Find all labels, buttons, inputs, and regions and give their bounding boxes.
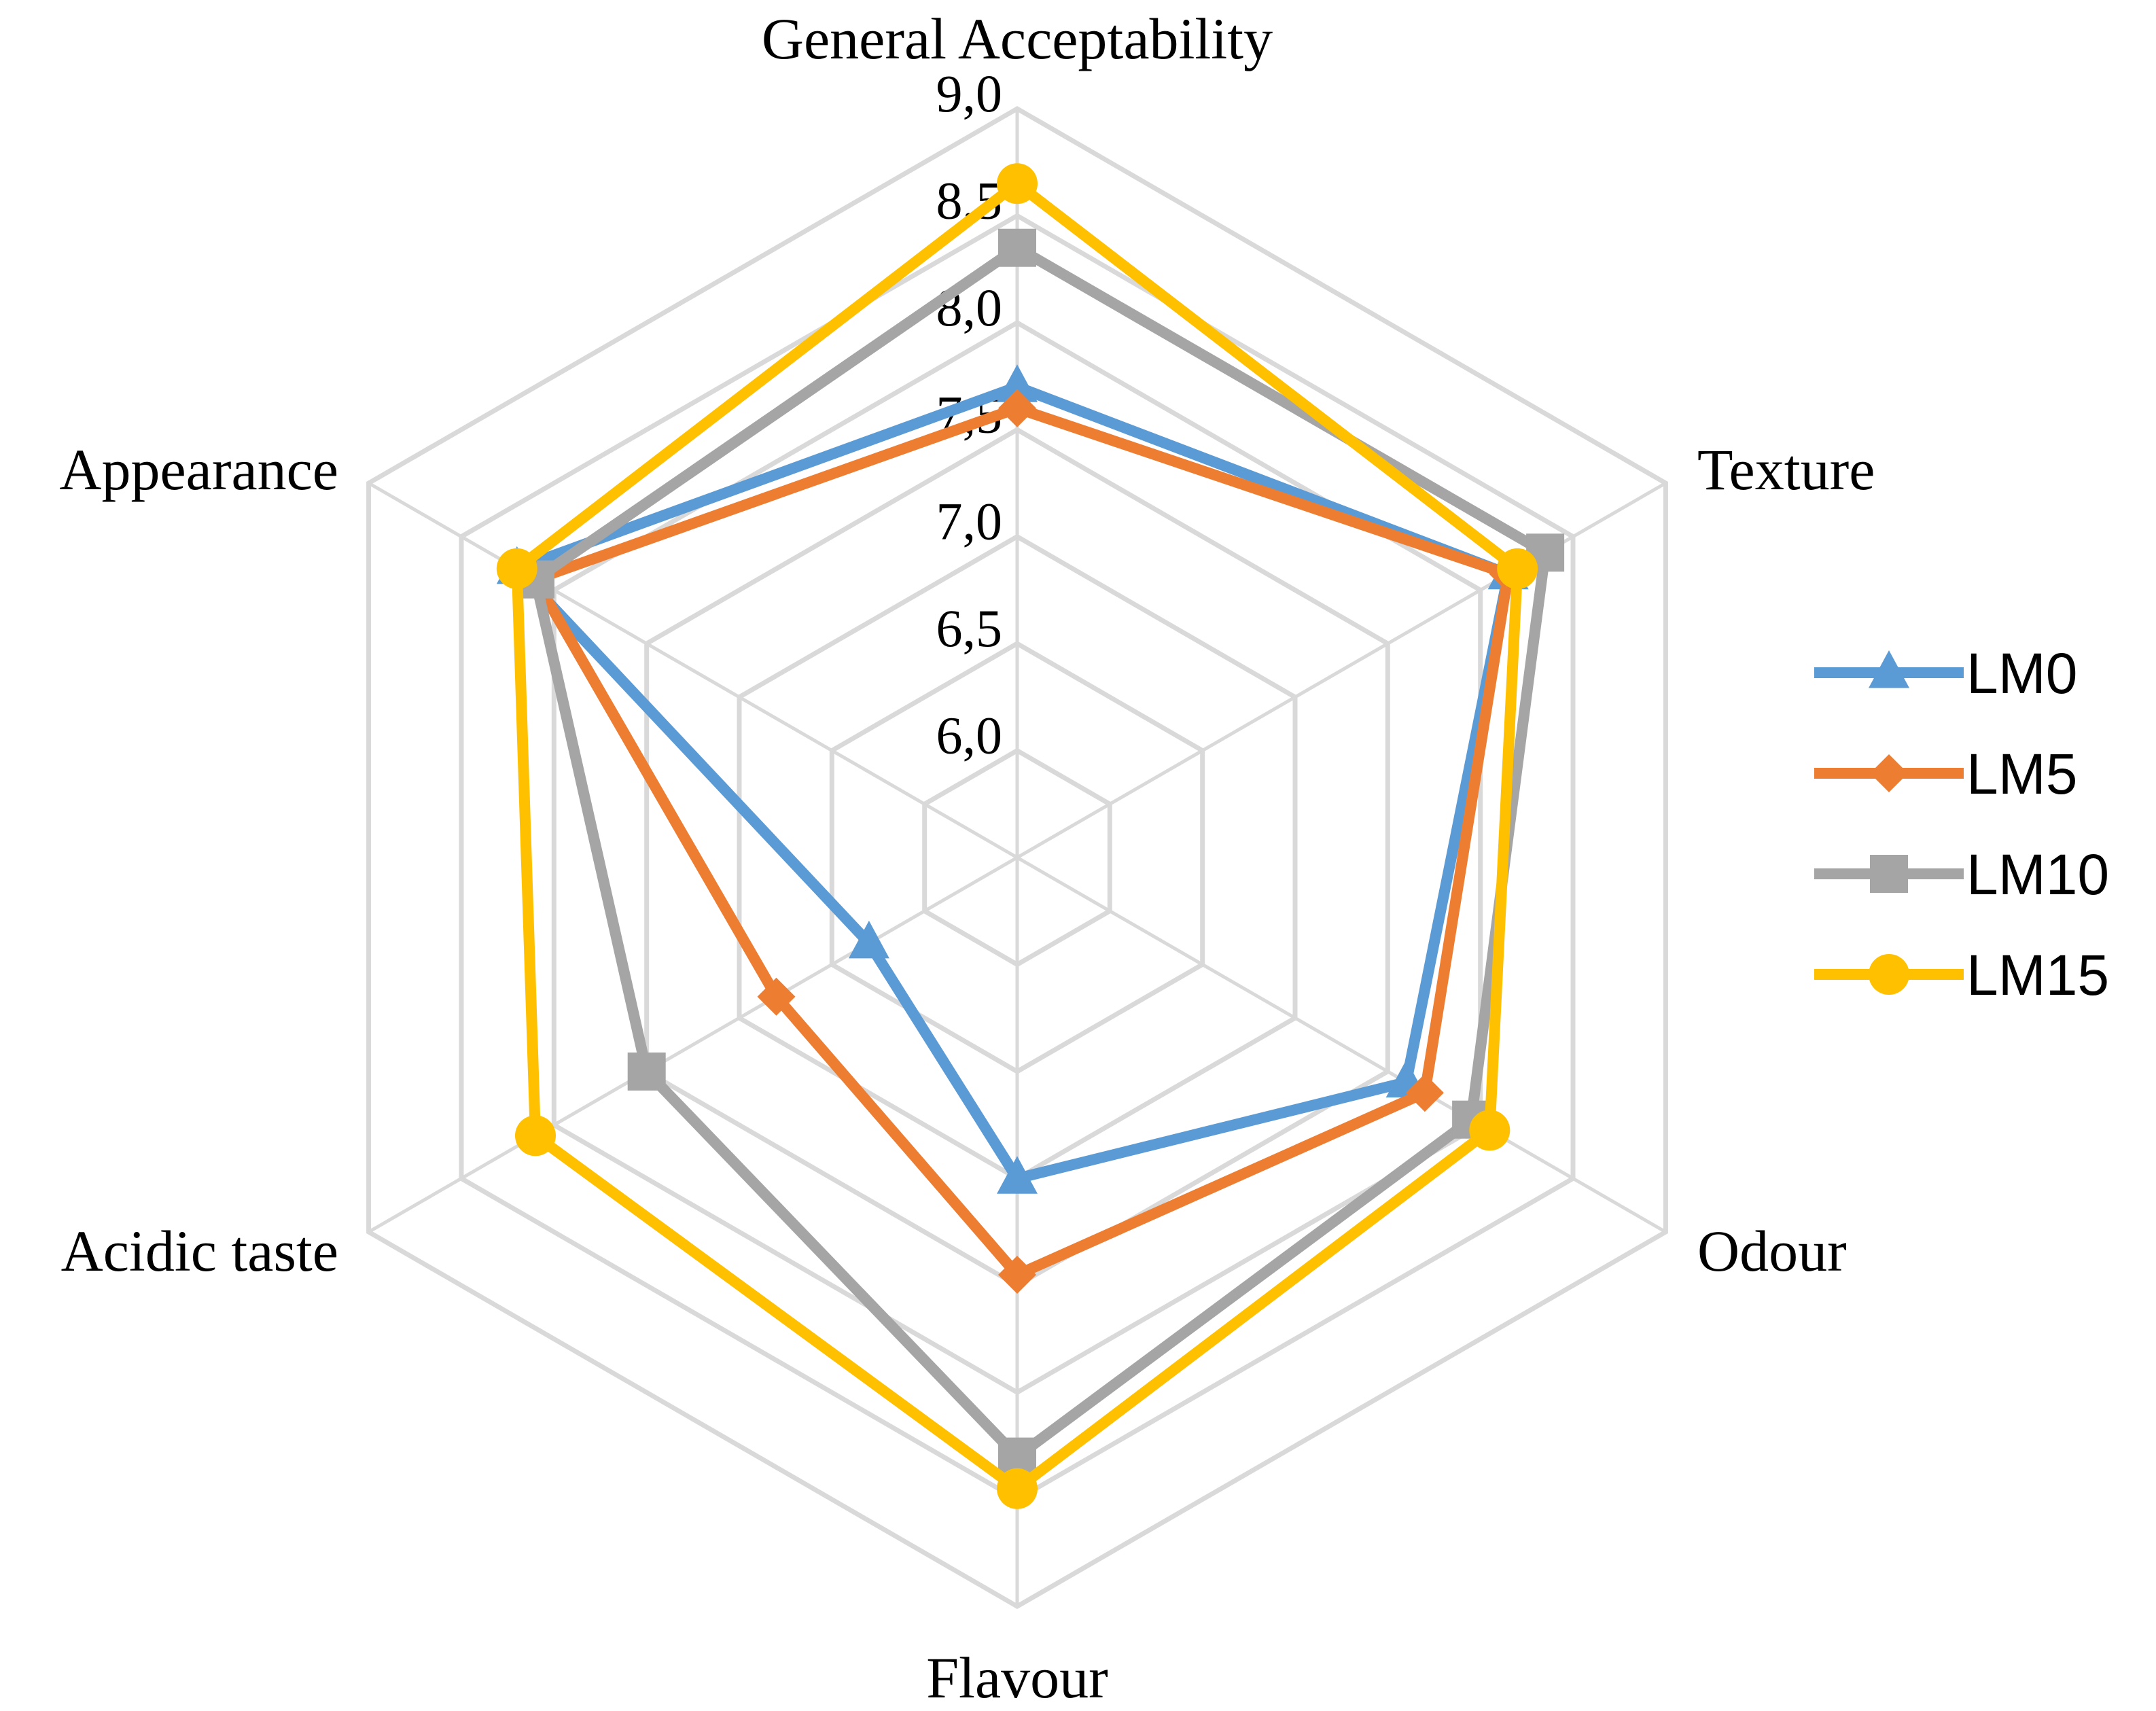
data-point-LM15-5 <box>496 548 537 589</box>
legend-entry-LM5: LM5 <box>1814 742 2077 806</box>
axis-spoke-1 <box>1016 481 1667 860</box>
data-point-LM0-3 <box>997 1156 1038 1194</box>
data-point-LM0-0 <box>997 364 1038 402</box>
legend-label: LM5 <box>1966 742 2077 806</box>
legend-label: LM15 <box>1966 943 2109 1007</box>
data-point-LM15-2 <box>1469 1110 1510 1151</box>
data-point-LM15-3 <box>997 1468 1038 1509</box>
category-label: Odour <box>1697 1218 1847 1284</box>
tick-label: 6,0 <box>936 706 1003 765</box>
category-label: General Acceptability <box>762 6 1273 71</box>
legend-marker-LM10 <box>1870 855 1908 893</box>
legend-entry-LM0: LM0 <box>1814 641 2077 705</box>
radial-tick-labels: 6,06,57,07,58,08,59,0 <box>936 64 1003 765</box>
category-label: Acidic taste <box>61 1218 338 1284</box>
data-point-LM10-4 <box>627 1052 666 1091</box>
axis-spokes <box>368 109 1667 1606</box>
legend-label: LM10 <box>1966 843 2109 906</box>
data-point-LM15-4 <box>515 1115 556 1157</box>
data-point-LM0-4 <box>848 920 889 959</box>
legend-entry-LM15: LM15 <box>1814 943 2109 1007</box>
series-LM15 <box>496 163 1538 1509</box>
data-point-LM15-1 <box>1497 548 1538 589</box>
tick-label: 6,5 <box>936 599 1003 658</box>
data-point-LM5-0 <box>998 389 1036 427</box>
legend-marker-LM5 <box>1870 754 1908 792</box>
legend-marker-LM0 <box>1869 650 1909 688</box>
data-point-LM5-3 <box>998 1256 1036 1294</box>
data-point-LM10-0 <box>998 228 1036 267</box>
category-labels: General Acceptability Texture Odour Flavour… <box>59 6 1875 1710</box>
data-point-LM15-0 <box>997 163 1038 205</box>
tick-label: 7,0 <box>936 492 1003 551</box>
tick-label: 8,0 <box>936 278 1003 337</box>
legend-label: LM0 <box>1966 641 2077 705</box>
category-label: Appearance <box>59 437 338 502</box>
axis-spoke-5 <box>368 481 1019 860</box>
tick-label: 9,0 <box>936 64 1003 123</box>
legend: LM0 LM5 LM10 LM15 <box>1814 641 2109 1007</box>
category-label: Texture <box>1697 437 1875 502</box>
data-point-LM5-4 <box>757 977 796 1016</box>
legend-marker-LM15 <box>1869 954 1909 995</box>
data-series <box>496 163 1565 1509</box>
axis-spoke-2 <box>1016 856 1667 1234</box>
category-label: Flavour <box>926 1645 1108 1710</box>
axis-spoke-4 <box>368 856 1019 1234</box>
data-point-LM5-2 <box>1405 1074 1444 1112</box>
legend-entry-LM10: LM10 <box>1814 843 2109 906</box>
